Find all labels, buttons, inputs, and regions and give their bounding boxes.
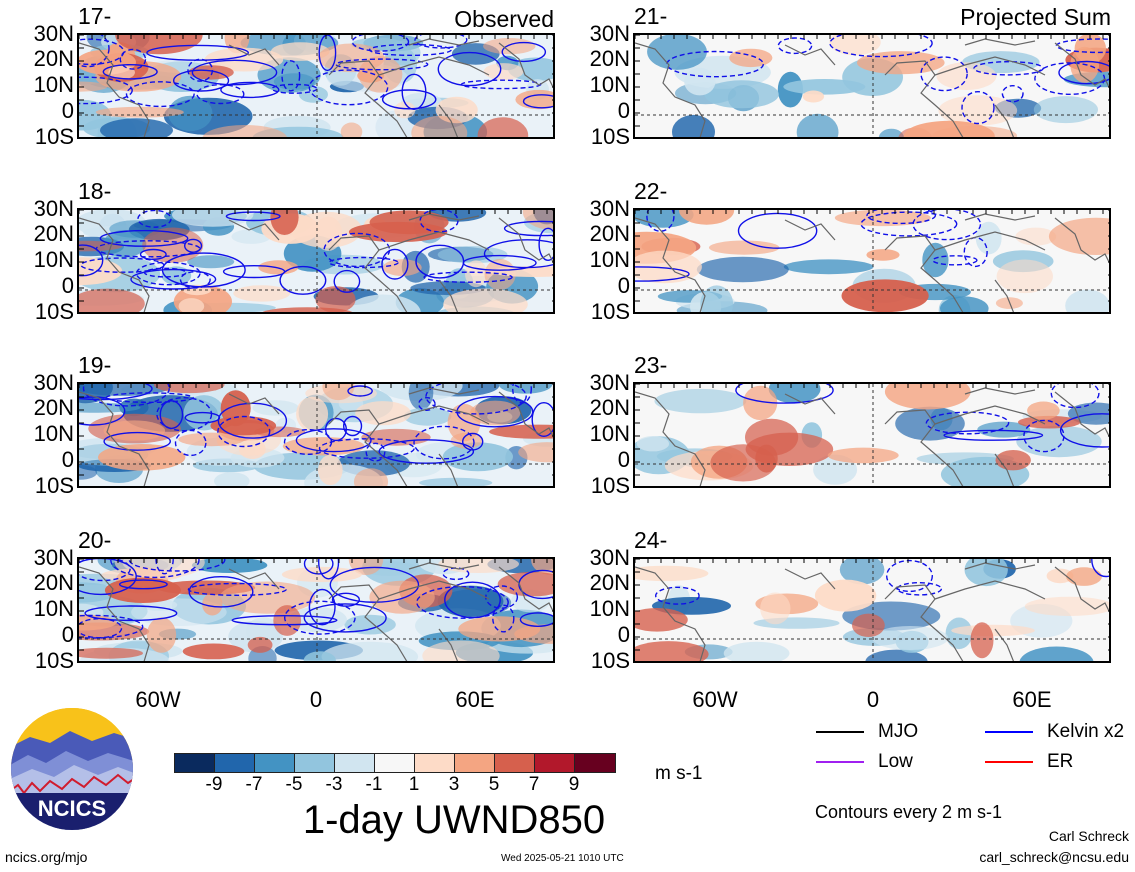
y-axis-label: 0 [617,622,630,647]
wind-map [633,208,1111,314]
y-axis-label: 0 [617,447,630,472]
footer-url[interactable]: ncics.org/mjo [5,849,88,865]
y-axis-label: 20N [589,46,630,71]
colorbar [174,753,616,773]
colorbar-swatch [535,754,575,772]
colorbar-tick: 1 [408,774,420,795]
y-axis-label: 10N [33,72,74,97]
colorbar-tick: 5 [488,774,500,795]
y-axis-label: 0 [61,98,74,123]
y-axis-label: 10N [589,421,630,446]
legend-mjo: MJO [816,721,918,743]
colorbar-swatch [455,754,495,772]
y-axis-label: 30N [589,21,630,46]
projected-title: Projected Sum [960,4,1111,30]
y-axis-label: 10N [589,247,630,272]
y-axis-label: 30N [589,370,630,395]
y-axis-label: 0 [61,622,74,647]
colorbar-tick: -7 [245,774,263,795]
colorbar-swatch [415,754,455,772]
legend-mjo-line [816,731,864,733]
contours-note: Contours every 2 m s-1 [815,802,1003,822]
y-axis-label: 10N [33,421,74,446]
ncics-logo[interactable]: NCICS [10,707,134,831]
footer-email[interactable]: carl_schreck@ncsu.edu [979,849,1129,865]
y-axis-label: 20N [589,395,630,420]
y-axis-label: 10N [33,247,74,272]
y-axis-label: 30N [33,196,74,221]
colorbar-units: m s-1 [655,763,703,784]
y-axis-label: 30N [589,196,630,221]
y-axis-label: 20N [33,221,74,246]
legend-kelvin-line [985,731,1033,733]
colorbar-swatch [215,754,255,772]
colorbar-tick: 7 [528,774,540,795]
y-axis-label: 10S [590,299,630,324]
legend-kelvin-label: Kelvin x2 [1047,721,1125,742]
y-axis-label: 0 [617,98,630,123]
legend-low: Low [816,751,913,773]
logo-text: NCICS [38,796,106,821]
legend-er-label: ER [1047,751,1074,772]
wind-map [633,557,1111,663]
colorbar-tick: -5 [285,774,303,795]
colorbar-tick: -3 [325,774,343,795]
x-label-60e-right: 60E [1012,687,1052,712]
footer-author: Carl Schreck [1048,828,1129,844]
y-axis-label: 10S [34,124,74,149]
y-axis-label: 30N [33,545,74,570]
legend-kelvin: Kelvin x2 [985,721,1124,743]
y-axis-label: 10S [590,473,630,498]
x-label-60e-left: 60E [455,687,495,712]
y-axis-label: 20N [589,570,630,595]
y-axis-label: 0 [61,273,74,298]
wind-map [633,33,1111,139]
footer-timestamp: Wed 2025-05-21 1010 UTC [501,853,624,864]
y-axis-label: 10S [34,648,74,673]
y-axis-label: 20N [589,221,630,246]
wind-map [633,382,1111,488]
y-axis-label: 10S [34,299,74,324]
x-label-0-left: 0 [309,687,323,712]
y-axis-label: 0 [61,447,74,472]
y-axis-label: 20N [33,395,74,420]
x-label-0-right: 0 [866,687,880,712]
main-title: 1-day UWND850 [302,798,606,842]
colorbar-tick: -9 [205,774,223,795]
colorbar-swatch [295,754,335,772]
x-label-60w-left: 60W [135,687,181,712]
observed-title: Observed [454,6,554,32]
wind-map [77,208,555,314]
colorbar-swatch [375,754,415,772]
y-axis-label: 30N [33,370,74,395]
wind-map [77,33,555,139]
legend-er: ER [985,751,1073,773]
legend-low-line [816,761,864,763]
colorbar-swatch [175,754,215,772]
wind-map [77,382,555,488]
colorbar-swatch [495,754,535,772]
colorbar-tick: 3 [448,774,460,795]
legend-low-label: Low [878,751,913,772]
wind-map [77,557,555,663]
y-axis-label: 10N [589,72,630,97]
y-axis-label: 10S [34,473,74,498]
y-axis-label: 20N [33,570,74,595]
colorbar-swatch [575,754,615,772]
y-axis-label: 0 [617,273,630,298]
colorbar-swatch [335,754,375,772]
colorbar-tick: -1 [365,774,383,795]
x-label-60w-right: 60W [692,687,738,712]
y-axis-label: 30N [589,545,630,570]
y-axis-label: 10N [33,596,74,621]
y-axis-label: 10N [589,596,630,621]
legend-er-line [985,761,1033,763]
y-axis-label: 30N [33,21,74,46]
y-axis-label: 20N [33,46,74,71]
y-axis-label: 10S [590,648,630,673]
colorbar-tick: 9 [568,774,580,795]
y-axis-label: 10S [590,124,630,149]
colorbar-swatch [255,754,295,772]
legend-mjo-label: MJO [878,721,919,742]
